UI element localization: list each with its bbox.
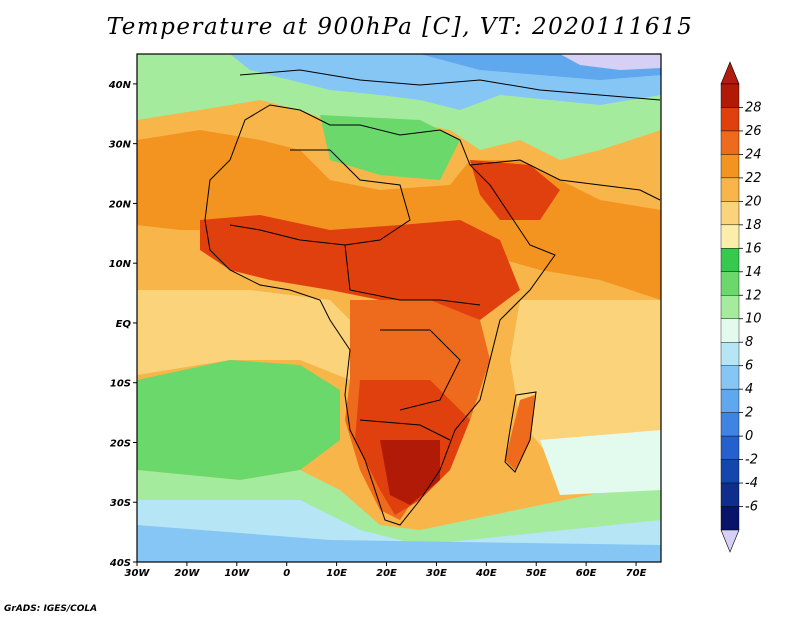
colorbar-label: -2 — [745, 453, 758, 468]
colorbar-swatch — [720, 318, 740, 343]
temperature-field — [137, 54, 661, 562]
x-tick-label: 10E — [326, 568, 347, 579]
colorbar-swatch — [720, 388, 740, 413]
x-tick-label: 70E — [626, 568, 647, 579]
colorbar-label: 24 — [745, 147, 762, 162]
x-tick-label: 0 — [283, 568, 290, 579]
colorbar-label: 18 — [745, 218, 762, 233]
colorbar-swatch — [720, 130, 740, 155]
colorbar-swatch — [720, 295, 740, 319]
x-tick-label: 40E — [475, 568, 497, 579]
colorbar-label: 6 — [745, 359, 753, 374]
y-tick-label: 20N — [109, 199, 132, 210]
x-axis-ticks: 30W 20W 10W 0 10E 20E 30E 40E 50E 60E 70E — [125, 562, 647, 579]
y-tick-label: 10S — [110, 379, 131, 390]
colorbar-label: 20 — [745, 194, 762, 209]
x-tick-label: 30W — [125, 568, 151, 579]
colorbar-swatch — [720, 482, 740, 507]
colorbar-swatch — [720, 107, 740, 132]
colorbar-label: 8 — [745, 335, 753, 350]
colorbar-label: 22 — [745, 171, 762, 186]
colorbar-swatch — [720, 248, 740, 272]
colorbar-swatch — [720, 435, 740, 460]
colorbar-label: 4 — [745, 382, 753, 397]
colorbar-swatch — [720, 224, 740, 249]
x-tick-label: 10W — [224, 568, 250, 579]
y-tick-label: 20S — [110, 438, 131, 449]
colorbar-label: -6 — [745, 500, 758, 515]
colorbar-label: -4 — [745, 476, 758, 491]
colorbar-swatch — [720, 342, 740, 366]
map-title: Temperature at 900hPa [C], VT: 202011161… — [106, 14, 694, 40]
colorbar-label: 14 — [745, 265, 762, 280]
colorbar-label: 16 — [745, 241, 762, 256]
colorbar-swatch — [720, 365, 740, 390]
y-tick-label: 30S — [110, 498, 131, 509]
y-tick-label: 10N — [109, 259, 132, 270]
grads-credit: GrADS: IGES/COLA — [4, 604, 98, 614]
colorbar-swatch — [720, 412, 740, 437]
x-tick-label: 60E — [576, 568, 597, 579]
y-tick-label: 30N — [109, 140, 132, 151]
colorbar-swatch — [720, 83, 740, 108]
colorbar-swatch — [720, 177, 740, 202]
x-tick-label: 20W — [174, 568, 200, 579]
colorbar-swatch — [720, 271, 740, 296]
x-tick-label: 30E — [426, 568, 447, 579]
y-tick-label: 40N — [108, 80, 132, 91]
colorbar-label: 12 — [745, 288, 762, 303]
africa-coastline — [204, 69, 661, 526]
colorbar-label: 10 — [745, 312, 762, 327]
x-tick-label: 20E — [376, 568, 397, 579]
colorbar-label: 26 — [745, 124, 762, 139]
colorbar-swatch — [720, 154, 740, 179]
y-tick-label: EQ — [116, 319, 132, 330]
plot-frame — [136, 53, 662, 563]
colorbar-extend-top — [720, 61, 740, 85]
colorbar-swatch — [720, 201, 740, 226]
colorbar-extend-bottom — [720, 529, 740, 553]
x-tick-label: 50E — [526, 568, 547, 579]
colorbar-label: 0 — [745, 429, 753, 444]
y-tick-label: 40S — [109, 558, 131, 569]
colorbar-label: 2 — [745, 406, 753, 421]
colorbar-label: 28 — [745, 100, 762, 115]
y-axis-ticks: 40N 30N 20N 10N EQ 10S 20S 30S 40S — [108, 80, 137, 569]
colorbar-swatch — [720, 506, 740, 531]
colorbar-swatch — [720, 459, 740, 484]
